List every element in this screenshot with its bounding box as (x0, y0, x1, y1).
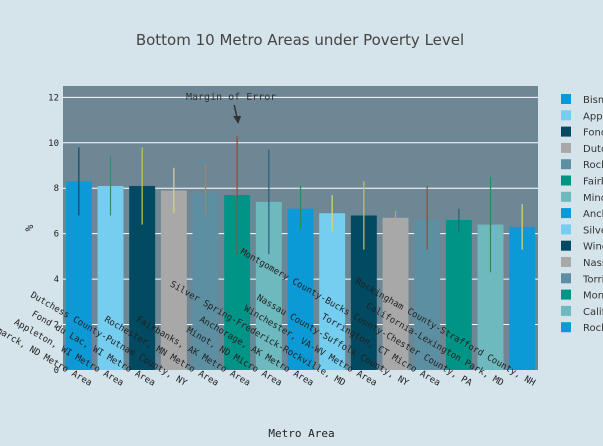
legend-swatch[interactable] (561, 322, 571, 333)
annotation-text: Margin of Error (186, 92, 276, 103)
legend-label[interactable]: Montgomery (583, 291, 603, 302)
y-tick-label: 12 (48, 93, 59, 103)
y-tick-label: 8 (54, 184, 59, 194)
legend-swatch[interactable] (561, 126, 571, 137)
legend-swatch[interactable] (561, 305, 571, 316)
legend-label[interactable]: Appleton (583, 111, 603, 122)
legend-swatch[interactable] (561, 191, 571, 202)
annotation-arrow-head (233, 116, 242, 124)
legend-swatch[interactable] (561, 289, 571, 300)
chart-title: Bottom 10 Metro Areas under Poverty Leve… (136, 31, 464, 49)
legend-label[interactable]: Silver Spring (583, 225, 603, 236)
legend-label[interactable]: Winchester (583, 242, 603, 253)
legend-label[interactable]: Minot (583, 193, 603, 204)
legend-label[interactable]: Rochester (583, 160, 603, 171)
legend-label[interactable]: Fond du Lac (583, 128, 603, 139)
legend-swatch[interactable] (561, 257, 571, 267)
y-tick-label: 6 (54, 230, 59, 240)
y-tick-label: 0 (54, 366, 59, 376)
legend-swatch[interactable] (561, 175, 571, 186)
legend-label[interactable]: Rockingham (583, 323, 603, 334)
y-tick-label: 2 (54, 321, 59, 331)
y-axis-label: % (23, 224, 36, 231)
bar (160, 190, 187, 370)
bar (192, 192, 219, 370)
bar (319, 213, 346, 370)
legend-swatch[interactable] (561, 224, 571, 235)
bar (97, 185, 124, 370)
legend: Bismarck Appleton Fond du Lac Dutchess Roche… (561, 94, 603, 334)
x-axis-label: Metro Area (268, 427, 334, 440)
error-bar-lines (78, 135, 523, 273)
legend-swatch[interactable] (561, 142, 571, 153)
legend-label[interactable]: Bismarck (583, 95, 603, 106)
bar (287, 208, 314, 370)
legend-swatch[interactable] (561, 273, 571, 284)
y-tick-label: 4 (54, 275, 59, 285)
annotation-arrow-line (233, 104, 238, 119)
legend-label[interactable]: Torrington (582, 274, 603, 285)
y-tick-labels: 0 2 4 6 8 10 12 (48, 93, 59, 376)
y-tick-label: 10 (48, 139, 59, 149)
legend-label[interactable]: Fairbanks (583, 177, 603, 188)
bar (509, 226, 536, 370)
legend-swatch[interactable] (561, 94, 571, 104)
bar (445, 220, 472, 370)
legend-swatch[interactable] (561, 208, 571, 219)
legend-label[interactable]: Anchorage (583, 209, 603, 220)
legend-swatch[interactable] (561, 159, 571, 170)
legend-label[interactable]: California (583, 307, 603, 318)
legend-label[interactable]: Nassau (583, 258, 603, 269)
bar (382, 217, 409, 370)
annotation: Margin of Error (186, 92, 276, 124)
legend-label[interactable]: Dutchess (583, 144, 603, 155)
legend-swatch[interactable] (561, 240, 571, 251)
legend-swatch[interactable] (561, 110, 571, 121)
